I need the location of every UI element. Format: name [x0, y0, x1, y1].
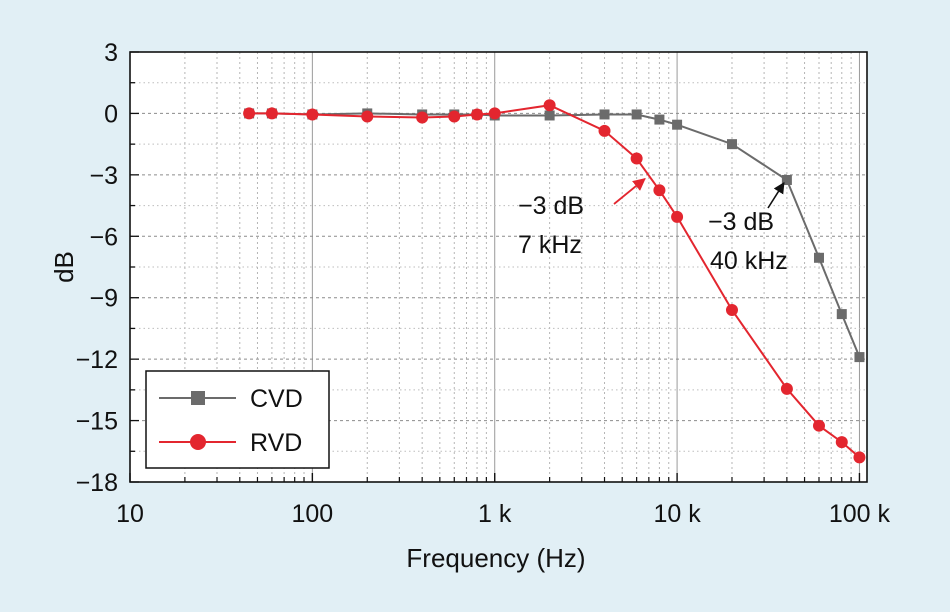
- legend-box: [145, 370, 330, 469]
- y-tick-label: 0: [104, 100, 118, 128]
- rvd-point: [630, 152, 643, 165]
- rvd-point: [780, 382, 793, 395]
- annotation-40khz-line2: 40 kHz: [710, 247, 788, 275]
- y-tick-label: −12: [76, 346, 118, 374]
- legend: CVD RVD: [145, 370, 330, 469]
- y-tick-label: 3: [104, 39, 118, 67]
- annotation-40khz-arrow: [767, 182, 785, 209]
- plot-frame: [129, 51, 868, 483]
- grid: [129, 52, 867, 482]
- rvd-point: [725, 304, 738, 316]
- y-tick-label: −18: [76, 469, 118, 497]
- cvd-point: [672, 119, 683, 130]
- annotation-40khz-line1: −3 dB: [708, 208, 774, 236]
- series: [243, 99, 866, 464]
- rvd-series-line: [249, 104, 861, 459]
- rvd-point: [488, 107, 501, 120]
- cvd-point: [599, 109, 610, 120]
- cvd-point: [813, 252, 824, 263]
- rvd-point: [598, 124, 611, 137]
- annotation-7khz-arrow: [613, 178, 646, 205]
- y-tick-label: −9: [89, 285, 118, 313]
- y-tick-label: −15: [76, 408, 118, 436]
- x-axis-label: Frequency (Hz): [406, 543, 585, 573]
- x-tick-label: 1 k: [478, 500, 512, 528]
- cvd-point: [854, 352, 865, 363]
- x-tick-label: 10 k: [653, 500, 701, 528]
- rvd-point: [471, 108, 484, 121]
- rvd-point: [543, 99, 556, 112]
- cvd-point: [781, 174, 792, 185]
- legend-rvd-marker: [190, 434, 206, 450]
- rvd-point: [416, 111, 429, 124]
- rvd-point: [653, 184, 666, 197]
- x-tick-label: 100 k: [829, 500, 891, 528]
- y-tick-labels: 3 0 −3 −6 −9 −12 −15 −18: [76, 39, 118, 497]
- x-tick-labels: 10 100 1 k 10 k 100 k: [116, 500, 890, 528]
- x-tick-label: 10: [116, 500, 144, 528]
- y-tick-label: −3: [89, 162, 118, 190]
- rvd-point: [243, 107, 256, 120]
- annotation-7khz-line2: 7 kHz: [518, 231, 582, 259]
- annotation-7khz-line1: −3 dB: [518, 192, 584, 220]
- rvd-point: [812, 419, 825, 432]
- cvd-point: [544, 110, 555, 121]
- x-tick-label: 100: [292, 500, 334, 528]
- cvd-point: [836, 309, 847, 320]
- cvd-series-line: [249, 112, 861, 358]
- legend-cvd-marker: [191, 391, 205, 405]
- rvd-point: [853, 451, 866, 464]
- rvd-point: [448, 110, 461, 123]
- legend-cvd-label: CVD: [250, 385, 303, 413]
- rvd-point: [306, 108, 319, 121]
- cvd-point: [654, 114, 665, 125]
- cvd-point: [726, 139, 737, 150]
- y-tick-label: −6: [89, 223, 118, 251]
- annotations: −3 dB 7 kHz −3 dB 40 kHz: [518, 178, 788, 275]
- rvd-point: [835, 436, 848, 449]
- rvd-point: [671, 210, 684, 223]
- legend-rvd-label: RVD: [250, 429, 302, 457]
- rvd-point: [361, 110, 374, 123]
- cvd-point: [631, 109, 642, 120]
- rvd-point: [265, 107, 278, 120]
- y-axis-label: dB: [49, 251, 79, 283]
